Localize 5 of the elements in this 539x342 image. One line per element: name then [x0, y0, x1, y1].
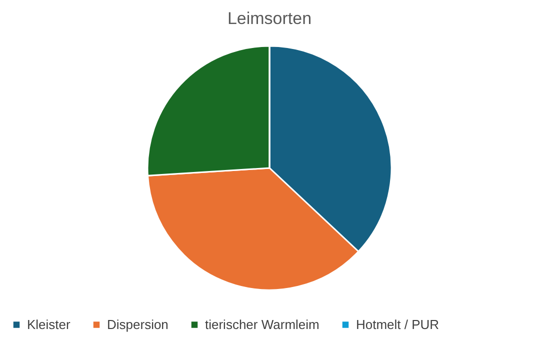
legend-label: Kleister	[27, 316, 72, 332]
legend-label: Dispersion	[107, 316, 168, 332]
legend-label: tierischer Warmleim	[205, 316, 320, 332]
legend-label: Hotmelt / PUR	[356, 316, 440, 332]
chart-title: Leimsorten	[227, 9, 312, 28]
